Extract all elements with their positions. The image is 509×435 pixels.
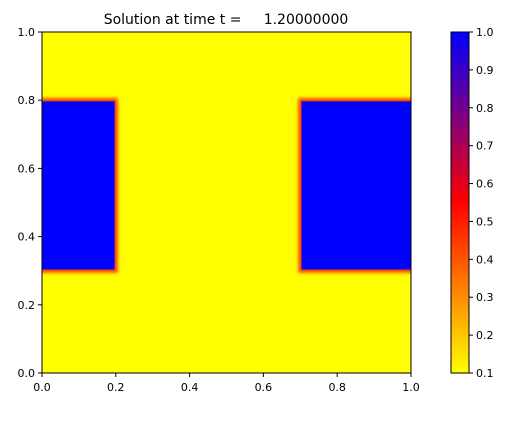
colorbar-tick-label: 0.1 (476, 367, 494, 380)
colorbar-ticks: 0.1 0.2 0.3 0.4 0.5 0.6 0.7 0.8 0.9 1.0 (469, 26, 494, 380)
chart-title: Solution at time t = 1.20000000 (104, 12, 349, 28)
heatmap-region-0 (42, 101, 115, 270)
y-tick-label: 0.2 (18, 299, 36, 312)
y-tick-label: 0.0 (18, 367, 36, 380)
colorbar-tick-label: 0.9 (476, 64, 494, 77)
colorbar-tick-label: 0.8 (476, 102, 494, 115)
colorbar-tick-label: 0.7 (476, 140, 494, 153)
plot-area (41, 31, 412, 374)
y-tick-label: 0.8 (18, 94, 36, 107)
x-tick-label: 0.2 (107, 381, 125, 394)
x-tick-label: 1.0 (402, 381, 420, 394)
plot-frame (41, 31, 412, 374)
colorbar-tick-label: 0.4 (476, 253, 494, 266)
heatmap-region-1 (301, 101, 411, 270)
colorbar-tick-label: 0.6 (476, 178, 494, 191)
heatmap-regions (42, 98, 411, 273)
y-tick-label: 1.0 (18, 26, 36, 39)
colorbar-gradient (450, 31, 470, 374)
colorbar: 0.1 0.2 0.3 0.4 0.5 0.6 0.7 0.8 0.9 1.0 (450, 26, 494, 380)
x-axis: 0.0 0.2 0.4 0.6 0.8 1.0 (33, 373, 420, 394)
x-tick-label: 0.4 (181, 381, 199, 394)
colorbar-tick-label: 1.0 (476, 26, 494, 39)
colorbar-tick-label: 0.3 (476, 291, 494, 304)
colorbar-tick-label: 0.5 (476, 215, 494, 228)
y-axis: 0.0 0.2 0.4 0.6 0.8 1.0 (18, 26, 42, 380)
x-tick-label: 0.0 (33, 381, 51, 394)
y-tick-label: 0.4 (18, 231, 36, 244)
x-tick-label: 0.6 (255, 381, 273, 394)
colorbar-tick-label: 0.2 (476, 329, 494, 342)
y-tick-label: 0.6 (18, 162, 36, 175)
x-tick-label: 0.8 (328, 381, 346, 394)
